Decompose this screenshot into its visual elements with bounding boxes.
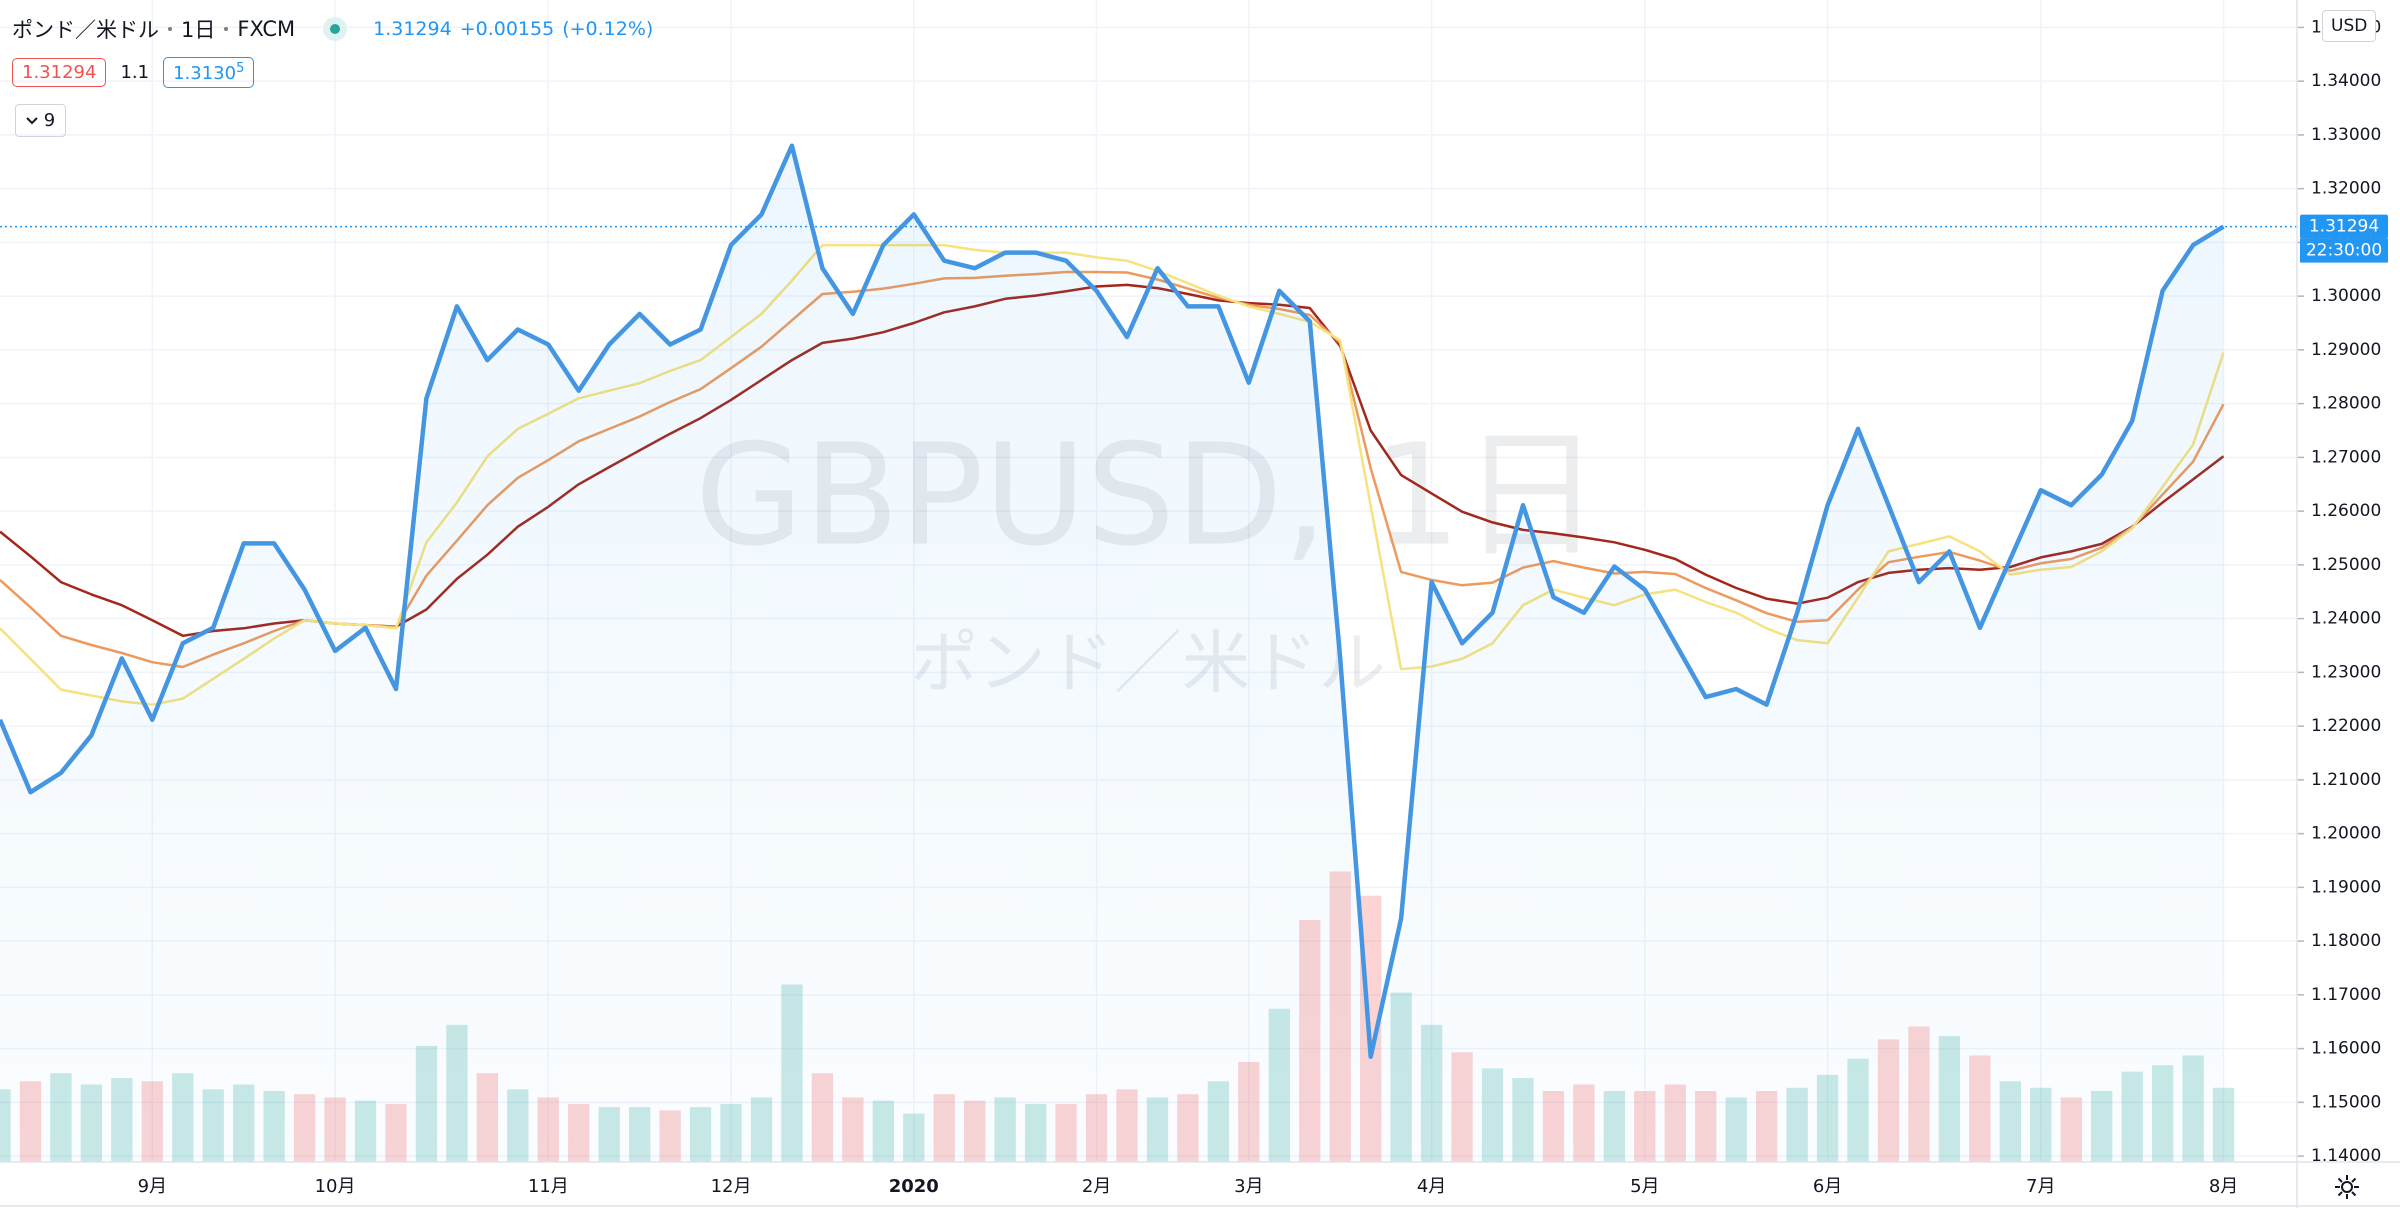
price-axis-bg	[2297, 0, 2400, 1208]
settings-icon[interactable]	[2333, 1173, 2361, 1201]
separator	[168, 27, 172, 31]
x-tick-label: 3月	[1234, 1176, 1263, 1197]
status-dot	[330, 24, 341, 34]
y-tick-label: 1.30000	[2311, 286, 2381, 306]
y-tick-label: 1.24000	[2311, 609, 2381, 629]
legend-row: ポンド／米ドル 1日 FXCM 1.31294 +0.00155 (+0.12%…	[12, 14, 653, 44]
ask-price: 1.3130	[173, 63, 237, 84]
y-tick-label: 1.25000	[2311, 555, 2381, 575]
x-tick-label: 9月	[138, 1176, 167, 1197]
last-price-badge	[2300, 214, 2388, 239]
price-area	[0, 145, 2224, 1162]
y-tick-label: 1.15000	[2311, 1092, 2381, 1112]
countdown-label: 22:30:00	[2306, 241, 2382, 261]
x-tick-label: 12月	[711, 1176, 752, 1197]
y-tick-label: 1.29000	[2311, 340, 2381, 360]
currency-button[interactable]: USD	[2322, 10, 2377, 42]
x-tick-label: 7月	[2026, 1176, 2055, 1197]
y-tick-label: 1.32000	[2311, 179, 2381, 199]
y-tick-label: 1.18000	[2311, 931, 2381, 951]
bid-ask-row: 1.31294 1.1 1.31305	[12, 57, 255, 88]
separator	[224, 27, 229, 31]
y-tick-label: 1.17000	[2311, 985, 2381, 1005]
y-tick-label: 1.21000	[2311, 770, 2381, 790]
y-tick-label: 1.20000	[2311, 824, 2381, 844]
indicator-count: 9	[43, 110, 56, 131]
y-tick-label: 1.34000	[2311, 71, 2381, 91]
y-tick-label: 1.27000	[2311, 447, 2381, 467]
y-tick-label: 1.22000	[2311, 716, 2381, 736]
y-tick-label: 1.23000	[2311, 662, 2381, 682]
quote-change: +0.00155	[459, 18, 555, 40]
quote-price: 1.31294	[373, 18, 452, 40]
x-tick-label: 6月	[1813, 1176, 1842, 1197]
countdown-badge	[2300, 238, 2388, 263]
interval[interactable]: 1日	[181, 18, 216, 42]
x-tick-label: 4月	[1417, 1176, 1446, 1197]
ask-pip: 5	[236, 61, 245, 76]
bid-button[interactable]: 1.31294	[12, 58, 107, 87]
symbol[interactable]: ポンド／米ドル	[12, 18, 159, 42]
y-tick-label: 1.16000	[2311, 1039, 2381, 1059]
last-price-label: 1.31294	[2309, 217, 2379, 237]
x-tick-label: 11月	[528, 1176, 569, 1197]
ask-button[interactable]: 1.31305	[163, 57, 255, 88]
x-tick-label: 2月	[1082, 1176, 1111, 1197]
x-tick-label: 8月	[2209, 1176, 2238, 1197]
price-line	[0, 143, 2225, 1059]
indicator-toggle[interactable]: 9	[15, 104, 66, 137]
y-tick-label: 1.28000	[2311, 394, 2381, 414]
chevron-icon	[26, 116, 38, 124]
x-tick-label: 5月	[1630, 1176, 1659, 1197]
y-tick-label: 1.14000	[2311, 1146, 2381, 1166]
y-tick-label: 1.33000	[2311, 125, 2381, 145]
source: FXCM	[237, 17, 296, 41]
x-tick-label: 2020	[889, 1176, 939, 1197]
quote-change-pct: (+0.12%)	[562, 18, 654, 40]
market-status[interactable]	[323, 17, 348, 41]
x-tick-label: 10月	[315, 1176, 356, 1197]
y-tick-label: 1.26000	[2311, 501, 2381, 521]
y-tick-label: 1.19000	[2311, 877, 2381, 897]
spread: 1.1	[120, 62, 150, 83]
